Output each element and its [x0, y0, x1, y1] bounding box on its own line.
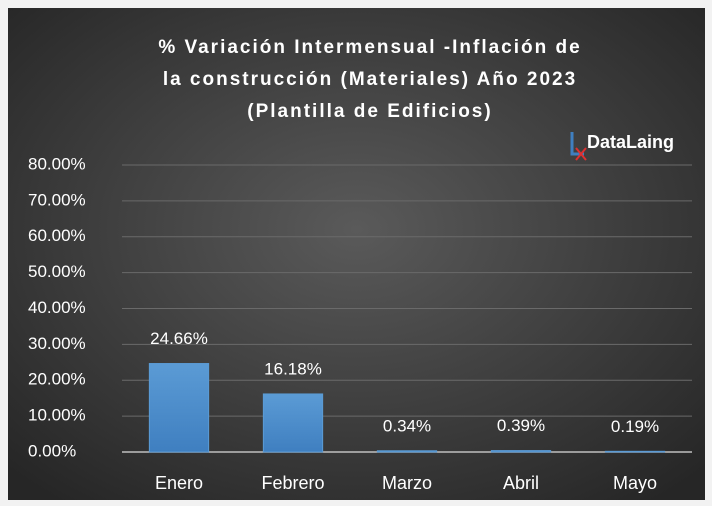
bar: [262, 393, 324, 453]
logo-icon: [575, 147, 587, 161]
y-tick-label: 60.00%: [28, 226, 86, 245]
x-tick-label: Enero: [155, 473, 203, 493]
bar: [148, 363, 210, 453]
chart-title: % Variación Intermensual -Inflación de: [158, 37, 581, 58]
y-tick-label: 50.00%: [28, 262, 86, 281]
bar: [376, 450, 438, 453]
data-label: 16.18%: [264, 359, 322, 378]
x-tick-label: Mayo: [613, 473, 657, 493]
y-tick-label: 70.00%: [28, 190, 86, 209]
chart-title: (Plantilla de Edificios): [247, 101, 492, 122]
x-tick-label: Marzo: [382, 473, 432, 493]
y-tick-label: 10.00%: [28, 406, 86, 425]
data-label: 24.66%: [150, 329, 208, 348]
logo: DataLaing: [587, 132, 674, 152]
y-tick-label: 40.00%: [28, 298, 86, 317]
y-tick-label: 30.00%: [28, 334, 86, 353]
data-label: 0.34%: [383, 416, 431, 435]
bar: [604, 450, 666, 453]
y-tick-label: 20.00%: [28, 370, 86, 389]
chart-background: [8, 8, 705, 500]
data-label: 0.39%: [497, 416, 545, 435]
x-tick-label: Febrero: [261, 473, 324, 493]
y-tick-label: 0.00%: [28, 441, 76, 460]
chart-title: la construcción (Materiales) Año 2023: [163, 69, 577, 90]
x-tick-label: Abril: [503, 473, 539, 493]
y-tick-label: 80.00%: [28, 154, 86, 173]
bar: [490, 450, 552, 453]
data-label: 0.19%: [611, 417, 659, 436]
